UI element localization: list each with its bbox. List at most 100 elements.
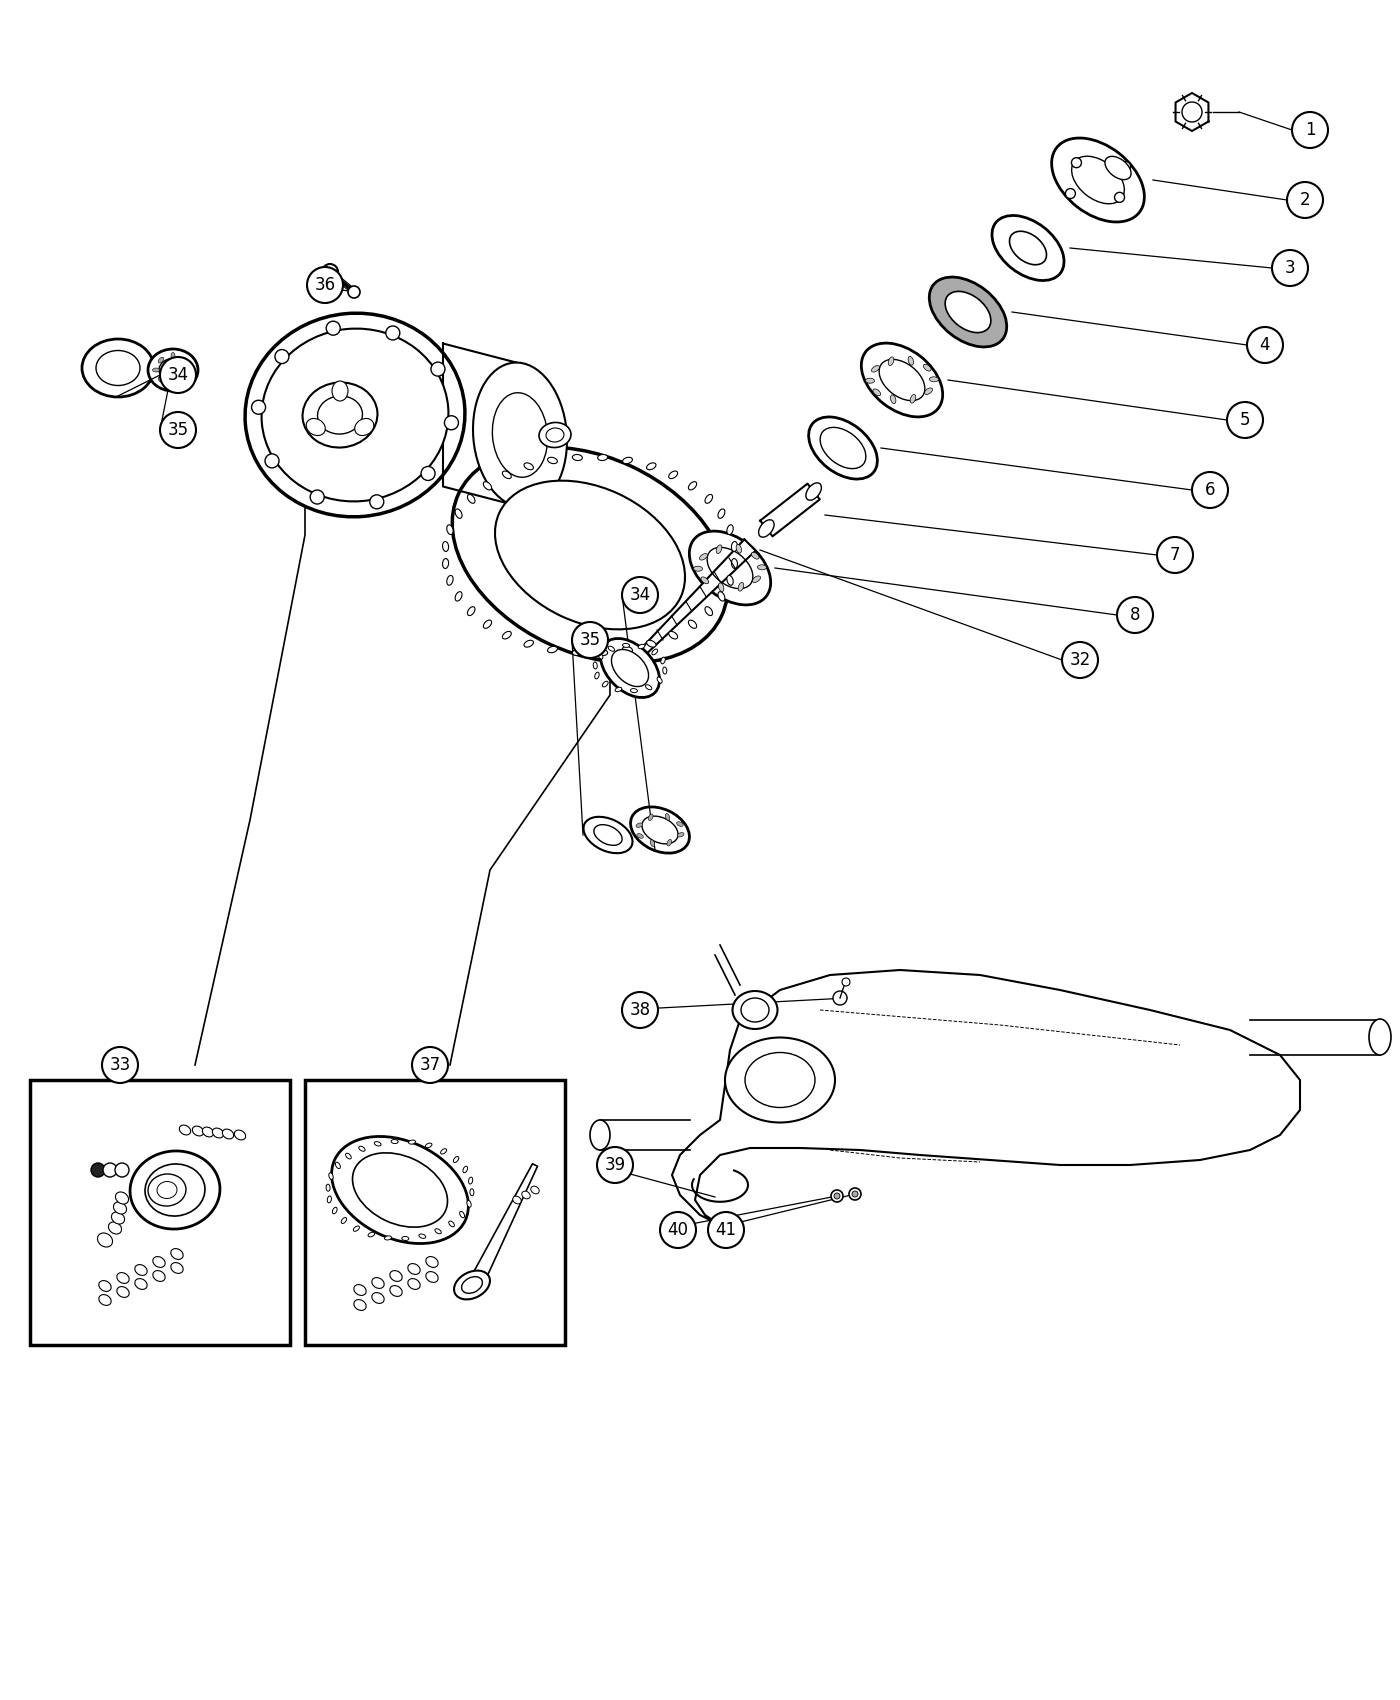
Ellipse shape: [718, 592, 725, 602]
Ellipse shape: [346, 1153, 351, 1159]
Circle shape: [322, 264, 337, 280]
Ellipse shape: [657, 677, 662, 683]
Ellipse shape: [1369, 1018, 1392, 1056]
Ellipse shape: [329, 1173, 333, 1180]
Ellipse shape: [441, 1149, 447, 1154]
Ellipse shape: [573, 454, 582, 461]
Ellipse shape: [689, 481, 697, 490]
Text: 40: 40: [668, 1221, 689, 1239]
Bar: [305, 1080, 566, 1345]
Ellipse shape: [645, 685, 652, 690]
Ellipse shape: [452, 447, 728, 663]
Text: 2: 2: [1299, 190, 1310, 209]
Ellipse shape: [83, 338, 154, 398]
Circle shape: [573, 622, 608, 658]
Polygon shape: [627, 539, 756, 668]
Ellipse shape: [1071, 156, 1124, 204]
Ellipse shape: [623, 643, 630, 648]
Ellipse shape: [662, 666, 666, 673]
Circle shape: [386, 326, 400, 340]
Ellipse shape: [598, 649, 608, 656]
Ellipse shape: [115, 1192, 129, 1204]
Text: 39: 39: [605, 1156, 626, 1175]
Ellipse shape: [598, 653, 603, 660]
Ellipse shape: [402, 1236, 409, 1241]
Ellipse shape: [435, 1229, 441, 1234]
Ellipse shape: [752, 552, 759, 559]
Ellipse shape: [693, 566, 703, 571]
Ellipse shape: [234, 1130, 245, 1141]
Ellipse shape: [302, 382, 378, 447]
Circle shape: [659, 1212, 696, 1248]
Ellipse shape: [493, 393, 547, 478]
Circle shape: [160, 357, 196, 393]
Ellipse shape: [879, 359, 925, 401]
Ellipse shape: [909, 357, 914, 366]
Ellipse shape: [426, 1142, 433, 1148]
Ellipse shape: [326, 1185, 330, 1192]
Ellipse shape: [99, 1295, 111, 1306]
Ellipse shape: [820, 427, 865, 469]
Text: 34: 34: [630, 586, 651, 604]
Ellipse shape: [678, 833, 685, 836]
Circle shape: [1117, 597, 1154, 632]
Ellipse shape: [342, 1217, 347, 1224]
Ellipse shape: [160, 359, 188, 381]
Ellipse shape: [643, 816, 678, 843]
Ellipse shape: [890, 394, 896, 403]
Circle shape: [370, 495, 384, 508]
Ellipse shape: [332, 381, 349, 401]
Ellipse shape: [595, 672, 599, 678]
Text: 38: 38: [630, 1001, 651, 1018]
Ellipse shape: [731, 542, 738, 551]
Circle shape: [265, 454, 279, 468]
Ellipse shape: [503, 471, 511, 479]
Circle shape: [1071, 158, 1081, 168]
Ellipse shape: [332, 1137, 469, 1243]
Ellipse shape: [108, 1222, 122, 1234]
Ellipse shape: [594, 661, 598, 668]
Ellipse shape: [602, 682, 608, 687]
Ellipse shape: [98, 1232, 112, 1248]
Ellipse shape: [389, 1270, 402, 1282]
Ellipse shape: [741, 998, 769, 1022]
Polygon shape: [473, 1164, 538, 1278]
Ellipse shape: [630, 688, 637, 692]
Ellipse shape: [454, 1156, 459, 1163]
Ellipse shape: [930, 377, 938, 382]
Ellipse shape: [372, 1292, 384, 1304]
Ellipse shape: [706, 607, 713, 615]
Ellipse shape: [689, 530, 770, 605]
Ellipse shape: [759, 520, 774, 537]
Ellipse shape: [113, 1202, 126, 1214]
Circle shape: [311, 490, 325, 503]
Ellipse shape: [757, 564, 766, 570]
Ellipse shape: [637, 833, 644, 838]
Ellipse shape: [354, 418, 374, 435]
Ellipse shape: [389, 1285, 402, 1297]
Ellipse shape: [134, 1265, 147, 1275]
Ellipse shape: [462, 1277, 483, 1294]
Ellipse shape: [706, 495, 713, 503]
Circle shape: [252, 400, 266, 415]
Ellipse shape: [354, 1299, 367, 1311]
Ellipse shape: [809, 416, 878, 479]
Ellipse shape: [179, 1125, 190, 1136]
Ellipse shape: [134, 1278, 147, 1289]
Ellipse shape: [455, 508, 462, 518]
Ellipse shape: [203, 1127, 214, 1137]
Ellipse shape: [158, 377, 164, 382]
Ellipse shape: [328, 1195, 332, 1204]
Text: 4: 4: [1260, 337, 1270, 354]
Text: 32: 32: [1070, 651, 1091, 670]
Ellipse shape: [374, 1142, 381, 1146]
Circle shape: [1247, 326, 1282, 364]
Circle shape: [1114, 192, 1124, 202]
Ellipse shape: [354, 1285, 367, 1295]
Ellipse shape: [647, 462, 657, 469]
Ellipse shape: [665, 814, 669, 819]
Ellipse shape: [888, 357, 893, 366]
Ellipse shape: [727, 525, 734, 534]
Ellipse shape: [648, 814, 652, 821]
Circle shape: [160, 411, 196, 449]
